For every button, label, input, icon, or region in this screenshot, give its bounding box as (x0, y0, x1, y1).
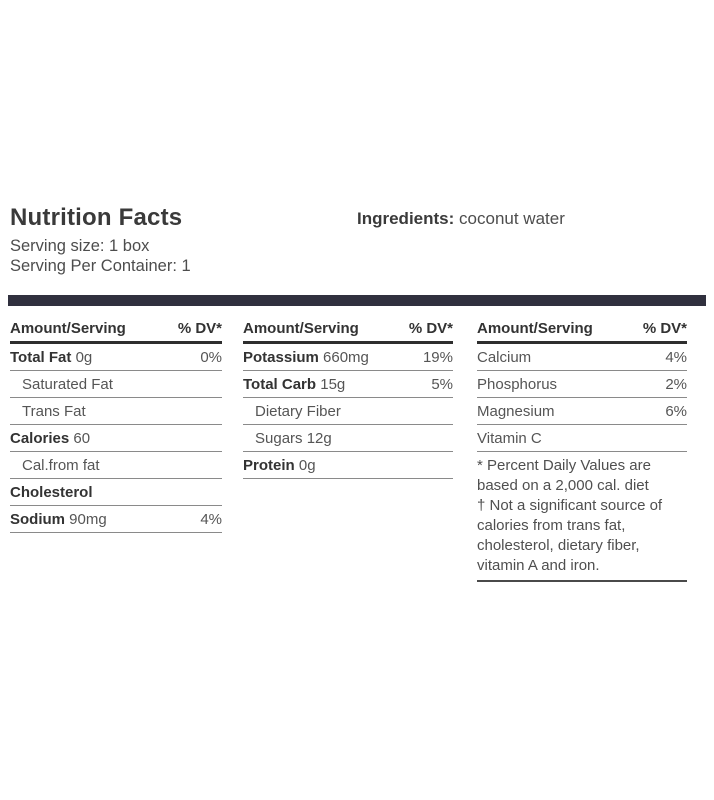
nutrient-label-group: Calcium (477, 349, 531, 366)
nutrient-row: Phosphorus 2% (477, 371, 687, 398)
nutrient-name: Potassium (243, 348, 319, 366)
nutrient-name: Dietary Fiber (255, 402, 341, 420)
nutrient-name: Protein (243, 456, 295, 474)
nutrient-row: Dietary Fiber (243, 398, 453, 425)
nutrient-label-group: Potassium 660mg (243, 349, 369, 366)
divider-bar (8, 295, 706, 306)
nutrient-label-group: Sodium 90mg (10, 511, 107, 528)
ingredients-label: Ingredients: (357, 209, 455, 228)
nutrient-row: Total Carb 15g 5% (243, 371, 453, 398)
nutrient-row: Calories 60 (10, 425, 222, 452)
daily-value-footnote: * Percent Daily Values are based on a 2,… (477, 456, 687, 582)
nutrient-row: Trans Fat (10, 398, 222, 425)
nutrient-name: Total Carb (243, 375, 317, 393)
nutrient-amount: 12g (306, 429, 332, 447)
amount-serving-header: Amount/Serving (10, 320, 126, 337)
column-header: Amount/Serving % DV* (10, 318, 222, 344)
nutrient-name: Saturated Fat (22, 375, 113, 393)
nutrient-row: Potassium 660mg 19% (243, 344, 453, 371)
nutrient-label-group: Dietary Fiber (255, 403, 341, 420)
nutrient-daily-value: 2% (665, 375, 687, 393)
nutrient-name: Sugars (255, 429, 303, 447)
nutrient-daily-value: 6% (665, 402, 687, 420)
nutrient-name: Cal.from fat (22, 456, 100, 474)
percent-dv-header: % DV* (408, 320, 453, 337)
ingredients-text: Ingredients: coconut water (357, 209, 565, 229)
footnote-text: † Not a significant source of calories f… (477, 497, 663, 574)
serving-size-text: Serving size: 1 box (10, 237, 150, 255)
nutrient-name: Total Fat (10, 348, 72, 366)
nutrient-amount: 660mg (323, 348, 369, 366)
nutrient-row: Saturated Fat (10, 371, 222, 398)
nutrient-label-group: Total Carb 15g (243, 376, 345, 393)
nutrient-label-group: Calories 60 (10, 430, 90, 447)
nutrient-row: Magnesium 6% (477, 398, 687, 425)
nutrient-name: Sodium (10, 510, 65, 528)
nutrient-daily-value: 5% (431, 375, 453, 393)
nutrient-name: Magnesium (477, 402, 555, 420)
nutrient-row: Cholesterol (10, 479, 222, 506)
column-header: Amount/Serving % DV* (477, 318, 687, 344)
nutrient-row: Sugars 12g (243, 425, 453, 452)
percent-dv-header: % DV* (177, 320, 222, 337)
nutrient-amount: 0g (75, 348, 93, 366)
ingredients-value: coconut water (459, 209, 565, 228)
nutrition-column-3: Amount/Serving % DV* Calcium 4% Phosphorus 2%… (477, 318, 687, 452)
nutrient-label-group: Vitamin C (477, 430, 542, 447)
nutrient-amount: 0g (298, 456, 316, 474)
nutrient-daily-value: 4% (665, 348, 687, 366)
nutrient-row: Protein 0g (243, 452, 453, 479)
nutrient-label-group: Trans Fat (22, 403, 86, 420)
nutrient-name: Cholesterol (10, 483, 93, 501)
nutrient-label-group: Magnesium (477, 403, 555, 420)
nutrient-label-group: Phosphorus (477, 376, 557, 393)
nutrient-row: Cal.from fat (10, 452, 222, 479)
nutrient-amount: 15g (320, 375, 346, 393)
nutrient-label-group: Total Fat 0g (10, 349, 92, 366)
column-header: Amount/Serving % DV* (243, 318, 453, 344)
nutrient-label-group: Cholesterol (10, 484, 93, 501)
nutrient-row: Vitamin C (477, 425, 687, 452)
nutrient-name: Calcium (477, 348, 532, 366)
nutrient-daily-value: 4% (200, 510, 222, 528)
nutrient-name: Vitamin C (477, 429, 542, 447)
serving-info: Serving size: 1 box Serving Per Containe… (10, 236, 191, 276)
nutrient-daily-value: 0% (200, 348, 222, 366)
nutrient-row: Sodium 90mg 4% (10, 506, 222, 533)
amount-serving-header: Amount/Serving (243, 320, 359, 337)
nutrition-column-1: Amount/Serving % DV* Total Fat 0g 0% Saturat… (10, 318, 222, 533)
amount-serving-header: Amount/Serving (477, 320, 593, 337)
nutrient-daily-value: 19% (422, 348, 453, 366)
percent-dv-header: % DV* (642, 320, 687, 337)
nutrient-label-group: Protein 0g (243, 457, 316, 474)
nutrient-row: Total Fat 0g 0% (10, 344, 222, 371)
nutrient-name: Phosphorus (477, 375, 558, 393)
footnote-text: * Percent Daily Values are based on a 2,… (477, 457, 651, 494)
servings-per-container-text: Serving Per Container: 1 (10, 257, 191, 275)
nutrient-amount: 90mg (69, 510, 107, 528)
nutrient-name: Trans Fat (22, 402, 86, 420)
nutrient-label-group: Sugars 12g (255, 430, 332, 447)
nutrient-label-group: Cal.from fat (22, 457, 100, 474)
nutrient-name: Calories (10, 429, 70, 447)
nutrient-amount: 60 (73, 429, 91, 447)
nutrient-row: Calcium 4% (477, 344, 687, 371)
page-title: Nutrition Facts (10, 204, 183, 231)
nutrient-label-group: Saturated Fat (22, 376, 113, 393)
nutrition-column-2: Amount/Serving % DV* Potassium 660mg 19% Tot… (243, 318, 453, 479)
